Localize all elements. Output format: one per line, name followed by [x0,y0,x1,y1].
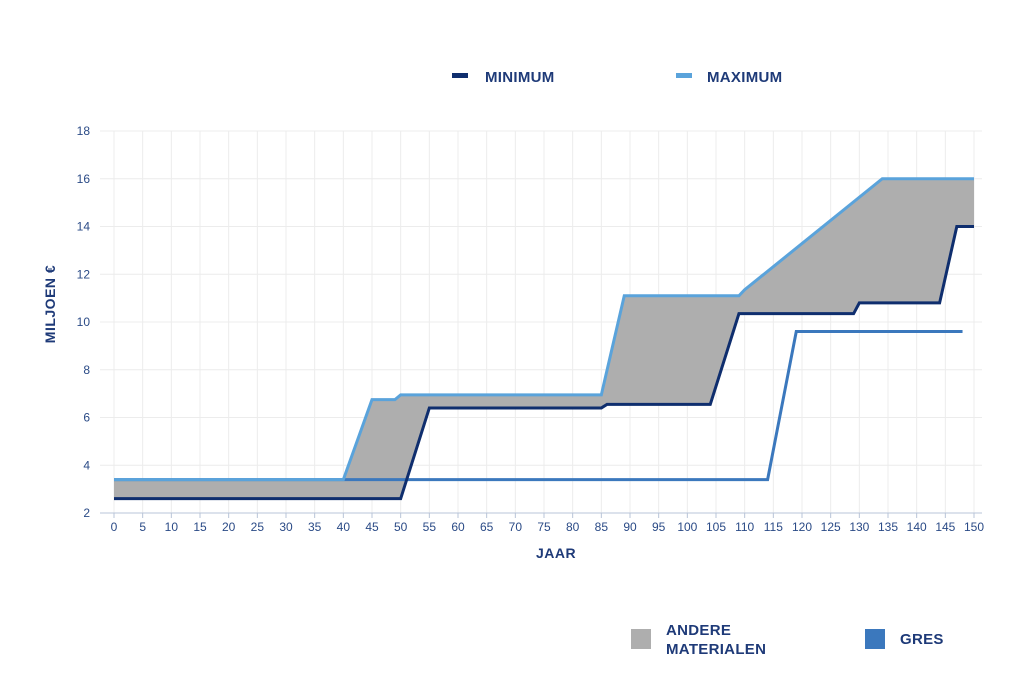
x-tick-label: 85 [595,520,609,534]
y-tick-label: 8 [83,363,90,377]
x-tick-label: 50 [394,520,408,534]
legend-gres-swatch [865,629,885,649]
x-tick-label: 130 [849,520,869,534]
x-tick-label: 110 [735,520,754,534]
x-tick-label: 25 [251,520,265,534]
x-tick-label: 60 [451,520,465,534]
legend-andere-materialen-label-line2: MATERIALEN [666,641,766,658]
x-tick-label: 10 [165,520,179,534]
legend-item-gres: GRES [865,629,944,649]
x-tick-label: 30 [279,520,293,534]
x-tick-label: 120 [792,520,812,534]
y-tick-label: 10 [77,315,91,329]
x-tick-label: 80 [566,520,580,534]
x-tick-label: 150 [964,520,984,534]
y-tick-label: 18 [77,124,91,138]
y-tick-label: 14 [77,220,91,234]
x-tick-label: 20 [222,520,236,534]
legend-andere-materialen-label-line1: ANDERE [666,622,731,639]
series-line-maximum [114,177,974,482]
series-lines [114,177,974,501]
legend-minimum-swatch [452,73,468,78]
x-tick-label: 90 [623,520,637,534]
y-tick-label: 4 [83,458,90,472]
x-tick-label: 15 [193,520,207,534]
series-line-minimum [114,225,974,501]
x-tick-label: 135 [878,520,898,534]
legend-minimum-label: MINIMUM [485,69,555,86]
grid [100,130,982,514]
series-line-gres [114,330,963,482]
x-tick-label: 45 [365,520,379,534]
legend-item-minimum: MINIMUM [452,69,555,86]
y-tick-label: 6 [83,411,90,425]
x-tick-label: 95 [652,520,666,534]
x-tick-label: 100 [677,520,697,534]
x-tick-label: 115 [764,520,783,534]
x-tick-label: 0 [111,520,118,534]
x-axis-title: JAAR [536,545,576,561]
legend-item-maximum: MAXIMUM [676,69,782,86]
x-tick-label: 145 [935,520,955,534]
y-axis-title: MILJOEN € [42,265,58,343]
legend-bottom: ANDERE MATERIALEN GRES [631,622,944,658]
legend-item-andere-materialen: ANDERE MATERIALEN [631,622,766,658]
axes: 0 5 10 15 20 25 30 35 40 45 50 55 60 65 70 75 80 85 90 95 10… [77,124,985,534]
x-tick-label: 105 [706,520,726,534]
x-tick-label: 5 [139,520,146,534]
y-tick-label: 16 [77,172,91,186]
andere-materialen-area [114,178,974,499]
x-tick-label: 65 [480,520,494,534]
x-tick-label: 70 [509,520,523,534]
x-tick-label: 35 [308,520,322,534]
x-tick-label: 75 [537,520,551,534]
andere-materialen-band [114,178,974,499]
x-tick-label: 55 [423,520,437,534]
y-tick-label: 12 [77,267,91,281]
x-tick-label: 125 [821,520,841,534]
legend-andere-materialen-swatch [631,629,651,649]
x-tick-label: 40 [337,520,351,534]
legend-top: MINIMUM MAXIMUM [452,69,782,86]
x-tick-label: 140 [907,520,927,534]
y-tick-label: 2 [83,506,90,520]
legend-gres-label: GRES [900,631,944,648]
legend-maximum-label: MAXIMUM [707,69,782,86]
legend-maximum-swatch [676,73,692,78]
